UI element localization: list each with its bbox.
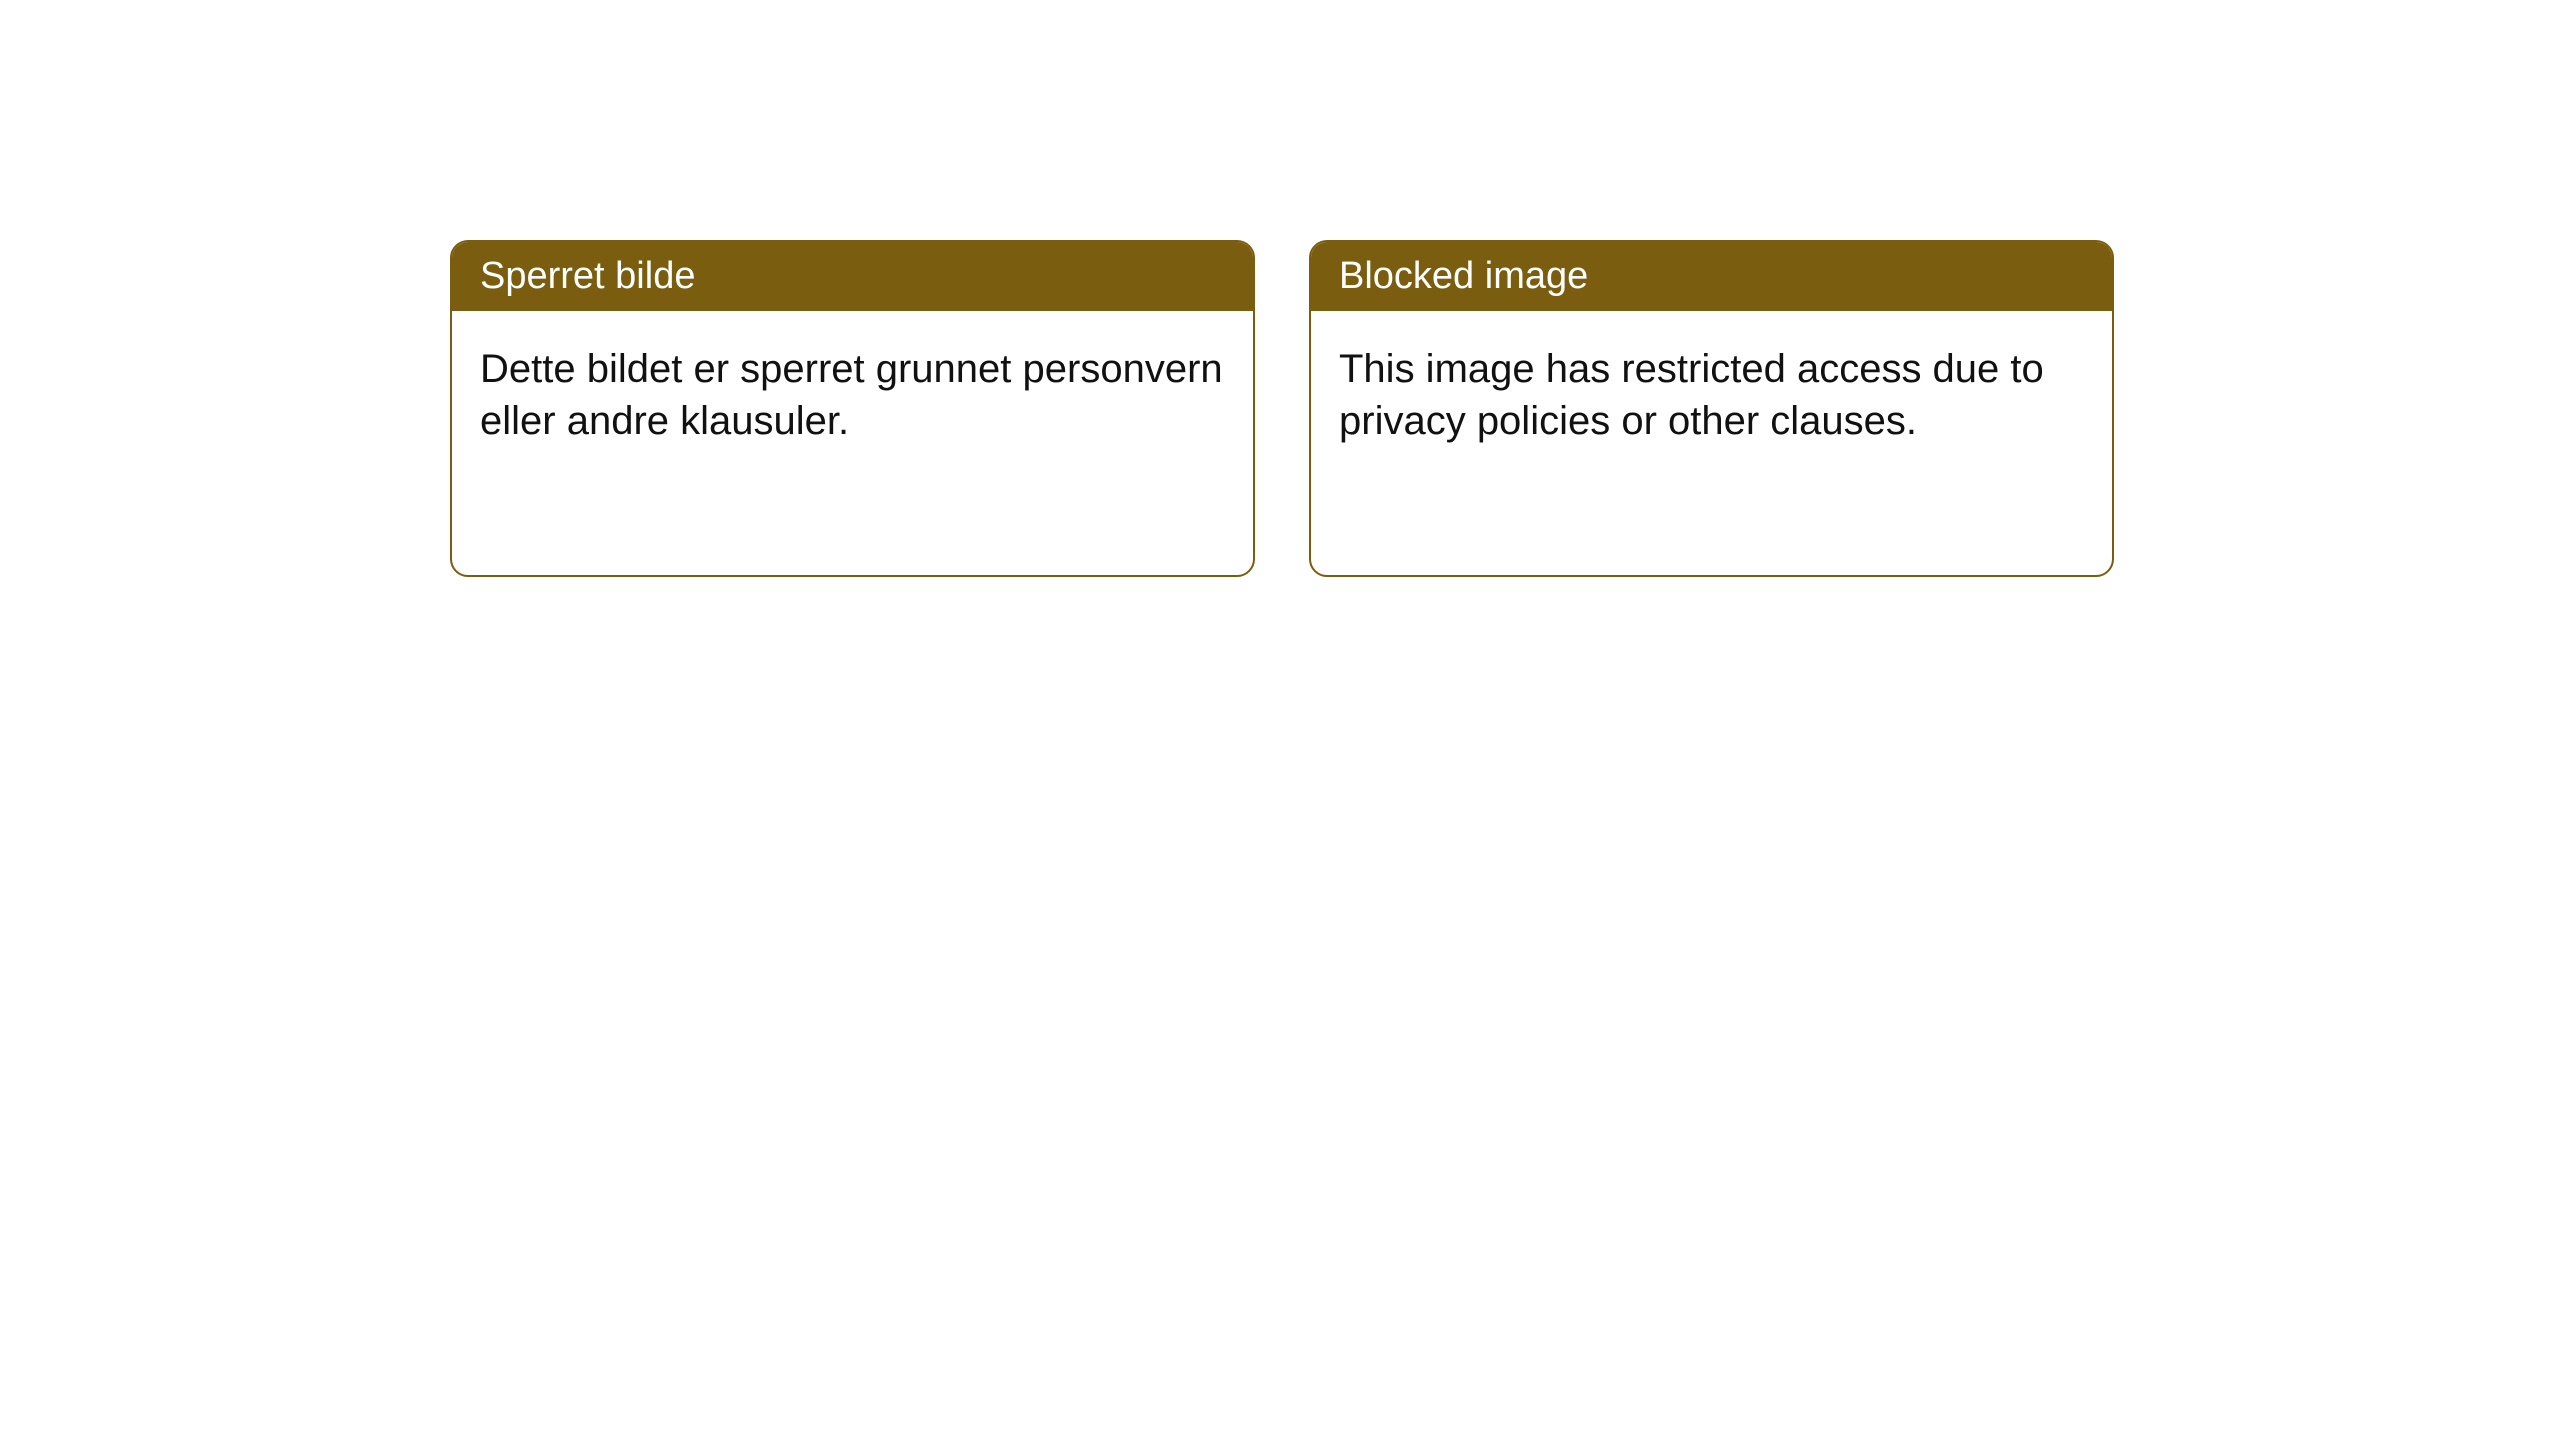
notice-container: Sperret bilde Dette bildet er sperret gr… bbox=[0, 0, 2560, 577]
notice-title-norwegian: Sperret bilde bbox=[480, 255, 695, 297]
notice-header-english: Blocked image bbox=[1311, 242, 2112, 311]
notice-title-english: Blocked image bbox=[1339, 255, 1588, 297]
notice-card-norwegian: Sperret bilde Dette bildet er sperret gr… bbox=[450, 240, 1255, 577]
notice-body-english: This image has restricted access due to … bbox=[1311, 311, 2112, 479]
notice-body-text-norwegian: Dette bildet er sperret grunnet personve… bbox=[480, 347, 1223, 443]
notice-card-english: Blocked image This image has restricted … bbox=[1309, 240, 2114, 577]
notice-body-text-english: This image has restricted access due to … bbox=[1339, 347, 2044, 443]
notice-body-norwegian: Dette bildet er sperret grunnet personve… bbox=[452, 311, 1253, 479]
notice-header-norwegian: Sperret bilde bbox=[452, 242, 1253, 311]
